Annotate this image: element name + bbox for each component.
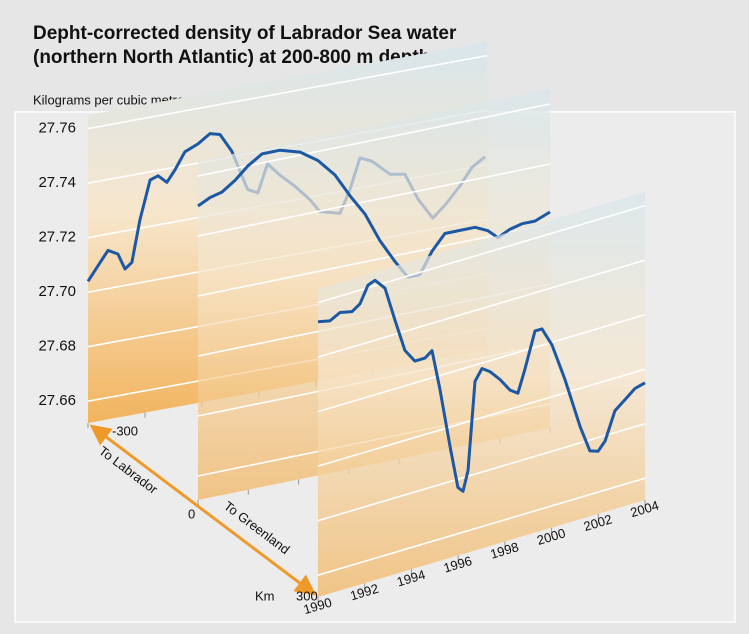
y-tick-label: 27.68 xyxy=(38,338,76,355)
grid-line xyxy=(317,422,646,522)
series-line xyxy=(317,278,646,493)
grid-line xyxy=(317,477,646,576)
depth-label: 300 xyxy=(296,588,318,603)
chart-title: Depht-corrected density of Labrador Sea … xyxy=(33,22,456,70)
grid-line xyxy=(317,259,646,358)
depth-arrow xyxy=(89,424,317,596)
title-line: (northern North Atlantic) at 200-800 m d… xyxy=(33,47,431,68)
y-tick-label: 27.76 xyxy=(38,120,76,137)
y-axis-label: Kilograms per cubic metre xyxy=(33,92,184,107)
y-tick-label: 27.74 xyxy=(38,174,76,191)
y-tick-label: 27.70 xyxy=(38,283,76,300)
grid-line xyxy=(87,54,488,130)
grid-line xyxy=(317,313,646,413)
y-tick-label: 27.66 xyxy=(38,392,76,409)
depth-label: -300 xyxy=(112,423,138,438)
grid-line xyxy=(317,204,646,304)
grid-line xyxy=(197,163,551,237)
grid-line xyxy=(317,368,646,467)
depth-unit: Km xyxy=(255,588,275,603)
grid-line xyxy=(197,103,551,177)
grid-line xyxy=(197,223,551,297)
depth-label: 0 xyxy=(188,506,195,521)
y-tick-label: 27.72 xyxy=(38,229,76,246)
title-line: Depht-corrected density of Labrador Sea … xyxy=(33,23,457,44)
